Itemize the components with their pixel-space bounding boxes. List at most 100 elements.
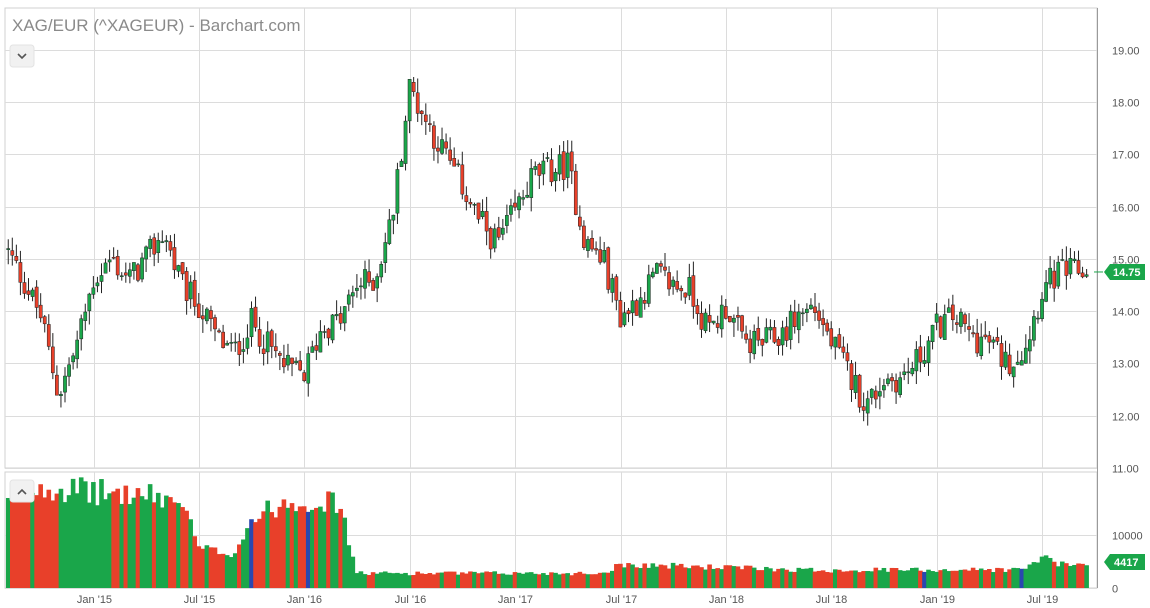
candle-body: [557, 154, 562, 175]
volume-bar: [216, 554, 222, 588]
candle-body: [955, 322, 959, 325]
volume-bar: [537, 574, 542, 588]
candle-body: [602, 249, 607, 263]
candle-body: [728, 315, 732, 323]
volume-bar: [1055, 566, 1061, 588]
candle-body: [334, 314, 339, 317]
volume-bar: [168, 497, 173, 588]
volume-bar: [176, 503, 181, 588]
volume-bar: [723, 565, 729, 588]
price-panel-frame: [4, 7, 1098, 469]
volume-bar: [70, 478, 76, 588]
volume-bar: [66, 495, 72, 588]
volume-bar: [220, 553, 226, 588]
candle-body: [468, 202, 473, 205]
candle-body: [1028, 339, 1032, 352]
candle-body: [42, 316, 47, 325]
volume-bar: [520, 573, 526, 588]
volume-bar: [119, 503, 125, 588]
volume-bar: [241, 539, 246, 588]
candle-body: [537, 164, 542, 176]
candle-body: [472, 204, 477, 206]
volume-bar: [739, 569, 745, 588]
price-tick-label: 13.00: [1112, 359, 1140, 371]
candle-body: [792, 311, 797, 327]
volume-bar: [257, 518, 262, 588]
candle-body: [34, 286, 39, 308]
candle-body: [310, 346, 315, 353]
volume-bar: [978, 568, 984, 588]
candle-body: [75, 339, 80, 360]
candle-body: [886, 378, 890, 384]
volume-bar: [14, 496, 19, 588]
candle-body: [703, 312, 708, 332]
volume-bar: [407, 575, 412, 588]
volume-bar: [399, 573, 404, 588]
volume-bar: [759, 570, 765, 588]
candle-body: [350, 292, 355, 297]
volume-bar: [751, 567, 757, 588]
volume-bar: [930, 571, 935, 588]
candle-body: [833, 336, 838, 348]
candle-body: [1003, 351, 1008, 368]
volume-bar: [1072, 564, 1077, 588]
candle-body: [253, 306, 258, 328]
volume-bar: [18, 487, 23, 588]
volume-bar: [249, 519, 254, 588]
volume-bar: [800, 568, 806, 588]
collapse-volume-button[interactable]: [9, 479, 35, 503]
volume-bar: [666, 568, 672, 588]
candle-body: [209, 310, 213, 320]
candle-body: [249, 308, 254, 338]
candle-body: [821, 318, 825, 326]
volume-bar: [1068, 565, 1073, 588]
volume-bar: [646, 567, 652, 588]
candle-body: [780, 327, 785, 346]
collapse-price-button[interactable]: [9, 44, 35, 68]
volume-bar: [62, 502, 68, 588]
volume-bar: [1047, 557, 1053, 588]
candle-body: [221, 331, 225, 348]
volume-bar: [824, 572, 830, 588]
volume-bar: [273, 517, 279, 588]
candle-body: [533, 166, 538, 170]
volume-bar: [184, 510, 189, 588]
candle-body: [853, 375, 858, 393]
candle-body: [140, 257, 144, 280]
volume-bar: [1031, 562, 1037, 588]
volume-bar: [820, 570, 826, 588]
candle-body: [626, 310, 631, 315]
candle-body: [715, 323, 720, 328]
candle-body: [752, 330, 757, 355]
candle-body: [590, 237, 594, 250]
candle-body: [387, 219, 392, 244]
candle-body: [505, 215, 509, 226]
candle-body: [675, 281, 680, 290]
candle-body: [290, 357, 294, 365]
candle-body: [1080, 272, 1085, 278]
volume-bar: [103, 499, 108, 588]
volume-bar: [954, 570, 960, 588]
candle-body: [1007, 354, 1012, 375]
volume-bar: [46, 489, 52, 588]
volume-bar: [269, 512, 275, 588]
volume-bar: [569, 575, 575, 588]
candle-body: [638, 297, 643, 318]
candle-body: [898, 377, 902, 395]
candle-body: [87, 293, 92, 312]
price-tick-label: 17.00: [1112, 150, 1140, 162]
volume-bar: [1039, 556, 1045, 588]
candle-body: [521, 197, 525, 200]
volume-bar: [151, 502, 157, 588]
candle-body: [845, 352, 850, 362]
candle-body: [565, 152, 570, 178]
candle-body: [756, 328, 761, 341]
candle-body: [971, 332, 975, 335]
candle-body: [1060, 259, 1065, 261]
volume-bar: [626, 563, 631, 588]
candle-body: [59, 394, 63, 396]
volume-bar: [1015, 568, 1021, 588]
volume-bar: [172, 502, 177, 588]
chevron-down-icon: [17, 53, 27, 60]
